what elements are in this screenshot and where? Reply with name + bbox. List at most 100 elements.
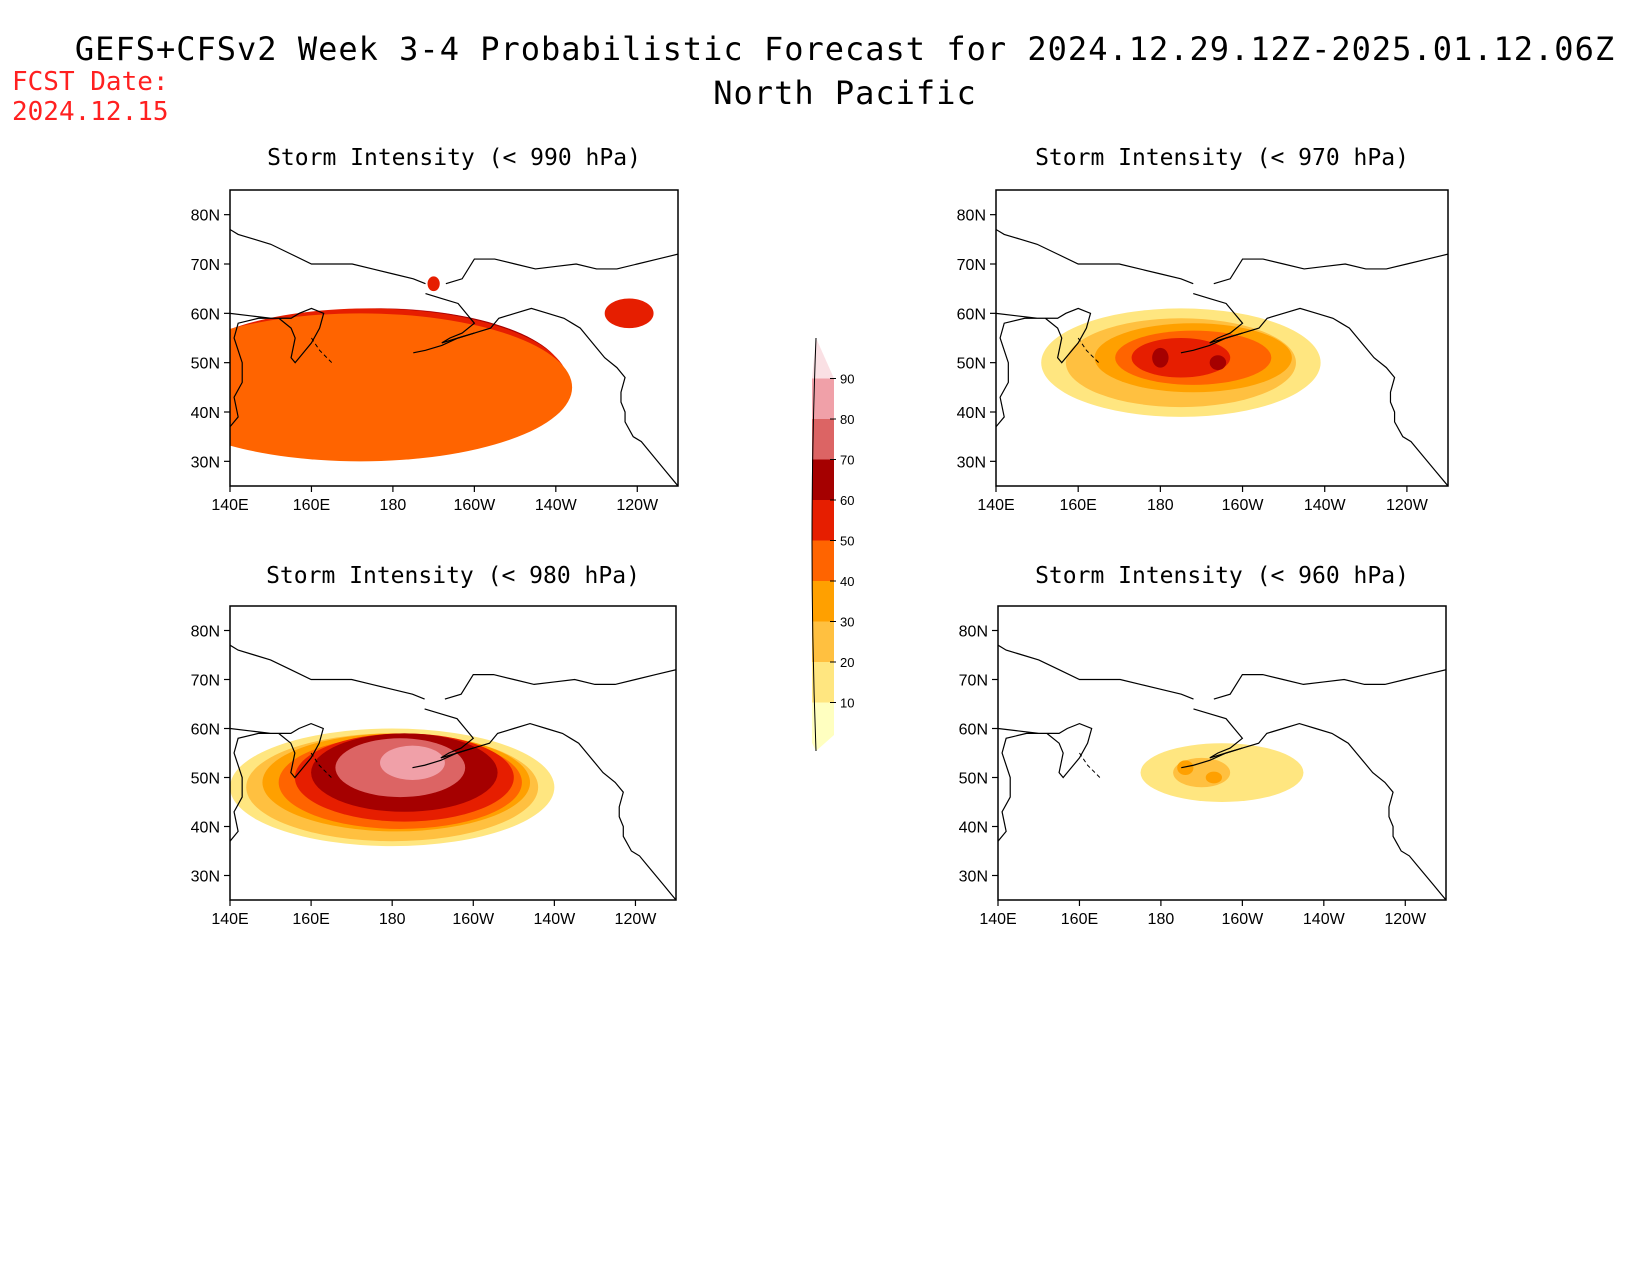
lat-tick-label: 30N bbox=[959, 869, 988, 886]
colorbar-label: 70 bbox=[840, 453, 854, 468]
main-title: GEFS+CFSv2 Week 3-4 Probabilistic Foreca… bbox=[74, 30, 1616, 68]
lat-tick-label: 70N bbox=[957, 257, 986, 274]
probability-contour bbox=[380, 745, 445, 780]
plot-area bbox=[998, 644, 1446, 900]
coastline bbox=[1193, 708, 1446, 900]
lon-tick-label: 180 bbox=[1147, 497, 1174, 514]
kuril-islands bbox=[311, 337, 333, 364]
map-panel-p990: Storm Intensity (< 990 hPa) 140E 160E 180 16… bbox=[191, 145, 679, 514]
lat-tick-label: 40N bbox=[191, 820, 220, 837]
lon-tick-label: 120W bbox=[616, 497, 659, 514]
colorbar-label: 90 bbox=[840, 372, 854, 387]
coastline bbox=[230, 307, 325, 428]
colorbar-swatch bbox=[812, 500, 834, 541]
lon-tick-label: 140E bbox=[977, 497, 1014, 514]
lon-tick-label: 160E bbox=[293, 497, 330, 514]
kuril-islands bbox=[310, 752, 332, 778]
colorbar-swatch bbox=[812, 702, 834, 751]
coastline bbox=[1181, 747, 1243, 769]
lon-tick-label: 160W bbox=[453, 497, 496, 514]
coastline bbox=[996, 228, 1194, 285]
coastline bbox=[1213, 669, 1446, 700]
lat-tick-label: 70N bbox=[959, 673, 988, 690]
panel-title: Storm Intensity (< 980 hPa) bbox=[266, 563, 640, 589]
lat-tick-label: 30N bbox=[191, 454, 220, 471]
map-frame bbox=[229, 605, 677, 901]
lon-tick-label: 160W bbox=[1221, 911, 1264, 928]
plot-area bbox=[230, 644, 676, 900]
panel-title: Storm Intensity (< 990 hPa) bbox=[267, 145, 641, 171]
coastline bbox=[230, 644, 425, 700]
lat-tick-label: 40N bbox=[957, 405, 986, 422]
colorbar-swatch bbox=[812, 459, 834, 500]
coastline bbox=[412, 747, 474, 769]
probability-contour bbox=[1205, 771, 1222, 784]
lon-tick-label: 120W bbox=[615, 911, 658, 928]
colorbar-outline bbox=[811, 337, 817, 752]
lat-tick-label: 50N bbox=[957, 356, 986, 373]
probability-contour bbox=[1209, 355, 1227, 371]
lat-tick-label: 80N bbox=[191, 208, 220, 225]
lat-tick-label: 60N bbox=[957, 306, 986, 323]
lon-tick-label: 140W bbox=[1303, 911, 1346, 928]
colorbar-label: 10 bbox=[840, 696, 854, 711]
lat-tick-label: 80N bbox=[959, 624, 988, 641]
colorbar-swatch bbox=[812, 662, 834, 703]
lon-tick-label: 180 bbox=[379, 911, 406, 928]
colorbar-label: 20 bbox=[840, 655, 854, 670]
lat-tick-label: 60N bbox=[191, 722, 220, 739]
colorbar-label: 50 bbox=[840, 534, 854, 549]
lat-tick-label: 30N bbox=[957, 454, 986, 471]
lon-tick-label: 160W bbox=[452, 911, 495, 928]
probability-contour bbox=[230, 313, 573, 462]
coastline bbox=[1193, 293, 1448, 486]
map-frame bbox=[995, 189, 1449, 487]
lon-tick-label: 140W bbox=[535, 497, 578, 514]
lon-tick-label: 180 bbox=[1148, 911, 1175, 928]
lat-tick-label: 80N bbox=[191, 624, 220, 641]
colorbar-label: 80 bbox=[840, 412, 854, 427]
lat-tick-label: 50N bbox=[191, 356, 220, 373]
lat-tick-label: 30N bbox=[191, 869, 220, 886]
lat-tick-label: 70N bbox=[191, 257, 220, 274]
probability-contour bbox=[1152, 347, 1169, 368]
colorbar-swatch bbox=[812, 540, 834, 581]
map-panel-p960: Storm Intensity (< 960 hPa) 140E 160E 180 16… bbox=[959, 563, 1447, 928]
colorbar-swatch bbox=[812, 581, 834, 622]
map-panel-p970: Storm Intensity (< 970 hPa) 140E 160E 180 16… bbox=[957, 145, 1449, 514]
kuril-islands bbox=[1077, 337, 1100, 364]
lon-tick-label: 160E bbox=[292, 911, 329, 928]
coastline bbox=[1180, 332, 1243, 354]
colorbar-swatch bbox=[812, 419, 834, 460]
colorbar-label: 60 bbox=[840, 493, 854, 508]
coastline bbox=[413, 332, 475, 354]
coastline bbox=[998, 644, 1194, 700]
map-frame bbox=[997, 605, 1447, 901]
panel-title: Storm Intensity (< 970 hPa) bbox=[1035, 145, 1409, 171]
coastline bbox=[230, 722, 324, 842]
lon-tick-label: 160E bbox=[1061, 911, 1098, 928]
lon-tick-label: 180 bbox=[380, 497, 407, 514]
coastline bbox=[444, 669, 676, 700]
coastline bbox=[1213, 253, 1448, 285]
lat-tick-label: 50N bbox=[959, 771, 988, 788]
fcst-date-label: FCST Date: bbox=[12, 67, 169, 97]
kuril-islands bbox=[1079, 752, 1101, 778]
lon-tick-label: 140W bbox=[533, 911, 576, 928]
fcst-date-value: 2024.12.15 bbox=[12, 97, 169, 127]
colorbar-swatch bbox=[812, 378, 834, 419]
region-subtitle: North Pacific bbox=[713, 74, 977, 112]
panel-title: Storm Intensity (< 960 hPa) bbox=[1035, 563, 1409, 589]
coastline bbox=[445, 253, 678, 285]
lat-tick-label: 70N bbox=[191, 673, 220, 690]
lat-tick-label: 40N bbox=[191, 405, 220, 422]
map-panel-p980: Storm Intensity (< 980 hPa) 140E 160E 180 16… bbox=[191, 563, 677, 928]
lon-tick-label: 140W bbox=[1304, 497, 1347, 514]
lon-tick-label: 140E bbox=[979, 911, 1016, 928]
lon-tick-label: 160E bbox=[1059, 497, 1096, 514]
map-frame bbox=[229, 189, 679, 487]
colorbar-swatch bbox=[812, 621, 834, 662]
lat-tick-label: 60N bbox=[959, 722, 988, 739]
lon-tick-label: 140E bbox=[211, 497, 248, 514]
